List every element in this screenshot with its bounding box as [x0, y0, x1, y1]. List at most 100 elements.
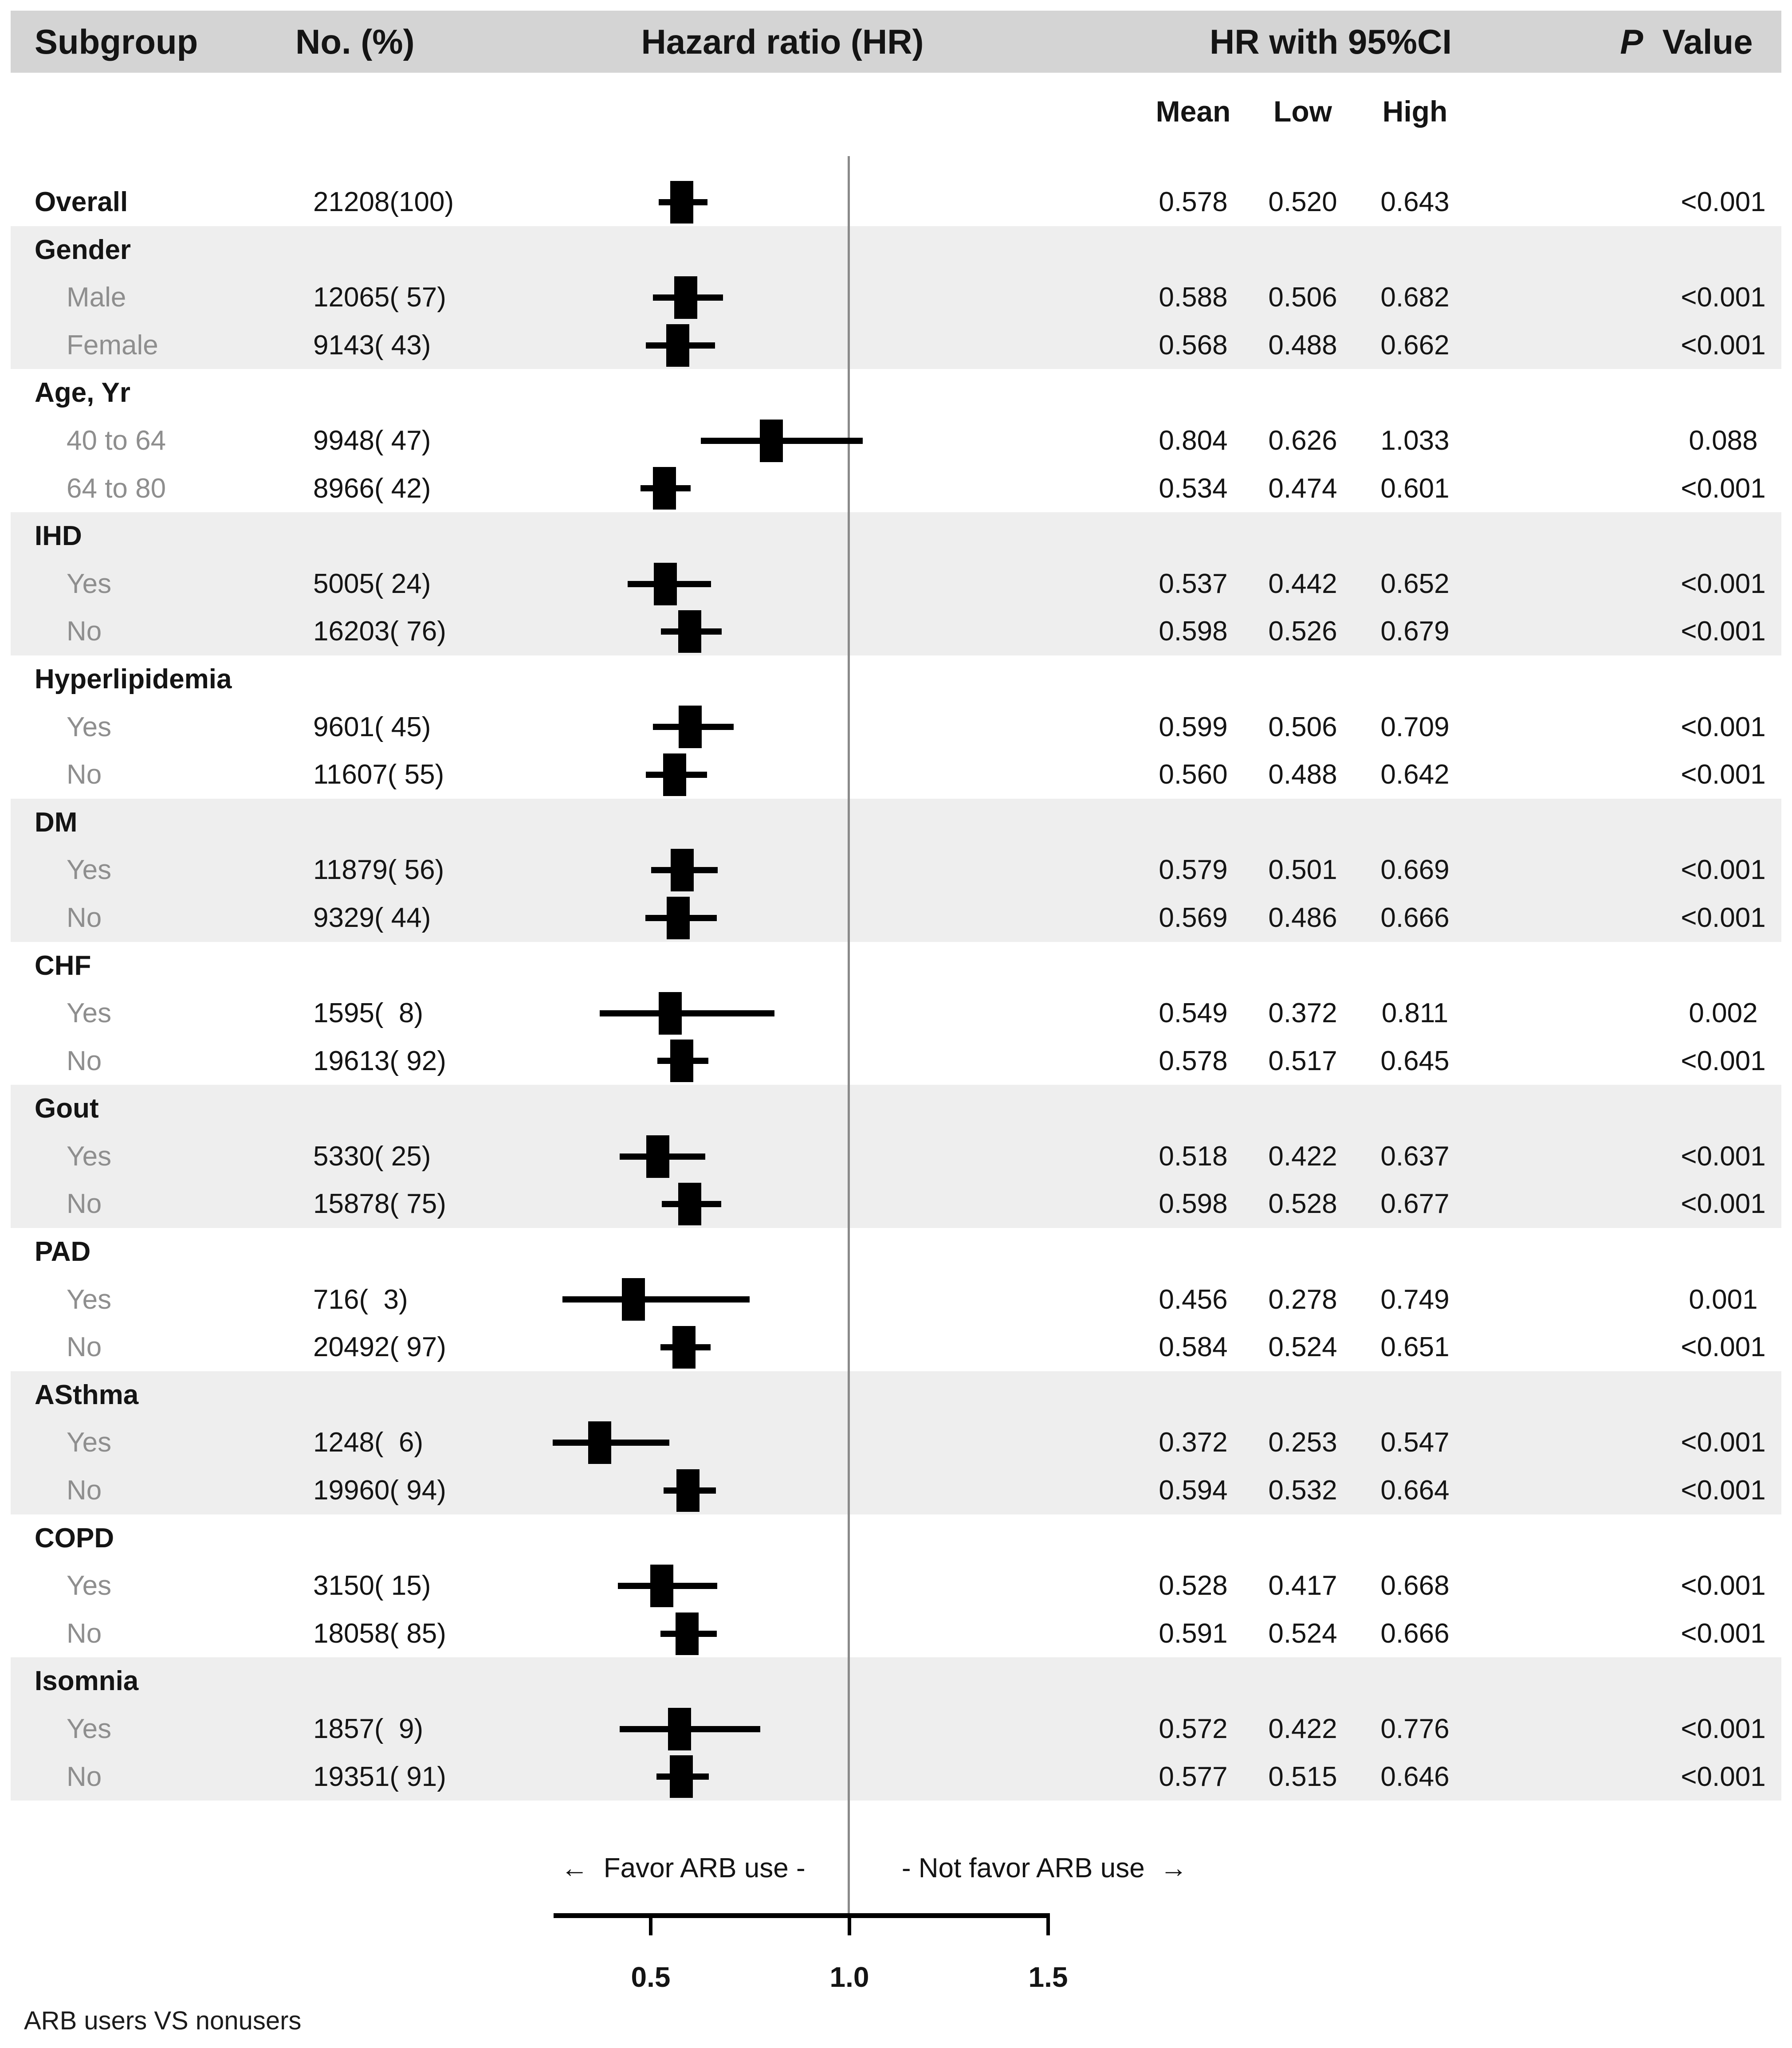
row-n-pct: 9948( 47)	[313, 425, 431, 456]
row-ci-low: 0.626	[1268, 425, 1337, 456]
row-ci-low: 0.501	[1268, 855, 1337, 886]
axis-tick-1-5	[1046, 1913, 1050, 1935]
row-label: Yes	[67, 1284, 112, 1315]
col-header-n-pct: No. (%)	[295, 22, 415, 61]
forest-row: No 19613( 92) 0.578 0.517 0.645 <0.001	[11, 1037, 1781, 1085]
row-hr-mean: 0.584	[1159, 1332, 1228, 1363]
row-hr-mean: 0.579	[1159, 855, 1228, 886]
row-p-value: <0.001	[1681, 711, 1766, 742]
forest-row: Overall 21208(100) 0.578 0.520 0.643 <0.001	[11, 178, 1781, 226]
hr-marker	[670, 1040, 693, 1083]
row-n-pct: 19613( 92)	[313, 1045, 446, 1076]
row-p-value: <0.001	[1681, 1332, 1766, 1363]
hr-marker	[646, 1135, 670, 1178]
row-ci-high: 0.643	[1380, 187, 1450, 217]
section-copd: COPD Yes 3150( 15) 0.528 0.417 0.668 <0.001 No 1…	[11, 1514, 1781, 1658]
section-header-row: PAD	[11, 1228, 1781, 1276]
section-label: CHF	[35, 950, 91, 981]
axis-tick-label-0-5: 0.5	[631, 1961, 671, 1993]
row-hr-mean: 0.588	[1159, 282, 1228, 313]
row-p-value: 0.001	[1689, 1284, 1758, 1315]
section-header-row: COPD	[11, 1514, 1781, 1562]
row-hr-mean: 0.534	[1159, 473, 1228, 504]
row-p-value: <0.001	[1681, 1761, 1766, 1792]
forest-row: Yes 3150( 15) 0.528 0.417 0.668 <0.001	[11, 1562, 1781, 1610]
row-ci-high: 0.749	[1380, 1284, 1450, 1315]
hr-marker	[668, 1707, 691, 1750]
hr-marker	[760, 419, 783, 462]
hr-marker	[588, 1421, 612, 1464]
col-header-hazard-ratio: Hazard ratio (HR)	[641, 22, 924, 61]
row-hr-mean: 0.577	[1159, 1761, 1228, 1792]
axis-tick-label-1-5: 1.5	[1028, 1961, 1068, 1993]
forest-row: No 16203( 76) 0.598 0.526 0.679 <0.001	[11, 608, 1781, 655]
row-label: 40 to 64	[67, 425, 166, 456]
row-ci-low: 0.486	[1268, 902, 1337, 933]
forest-row: Male 12065( 57) 0.588 0.506 0.682 <0.001	[11, 274, 1781, 322]
forest-row: No 15878( 75) 0.598 0.528 0.677 <0.001	[11, 1180, 1781, 1228]
row-label: No	[67, 1761, 102, 1792]
section-label: Age, Yr	[35, 377, 130, 408]
row-hr-mean: 0.456	[1159, 1284, 1228, 1315]
row-ci-low: 0.488	[1268, 330, 1337, 361]
row-p-value: <0.001	[1681, 902, 1766, 933]
row-n-pct: 716( 3)	[313, 1284, 408, 1315]
section-label: Gender	[35, 234, 131, 265]
row-ci-low: 0.520	[1268, 187, 1337, 217]
x-axis-line	[554, 1913, 1048, 1918]
section-header-row: CHF	[11, 942, 1781, 990]
row-p-value: <0.001	[1681, 616, 1766, 647]
favor-arb-label: ← Favor ARB use -	[561, 1853, 806, 1883]
hr-marker	[658, 992, 682, 1035]
row-ci-high: 0.811	[1381, 998, 1449, 1029]
not-favor-arb-label: - Not favor ARB use →	[901, 1853, 1188, 1883]
row-label: Yes	[67, 1427, 112, 1458]
row-label: Yes	[67, 711, 112, 742]
row-p-value: <0.001	[1681, 568, 1766, 599]
forest-row: 64 to 80 8966( 42) 0.534 0.474 0.601 <0.001	[11, 465, 1781, 513]
row-ci-low: 0.506	[1268, 282, 1337, 313]
row-ci-low: 0.524	[1268, 1618, 1337, 1649]
row-label: No	[67, 902, 102, 933]
row-ci-high: 0.646	[1380, 1761, 1450, 1792]
row-label: Female	[67, 330, 158, 361]
row-ci-high: 0.645	[1380, 1045, 1450, 1076]
forest-row: Yes 5330( 25) 0.518 0.422 0.637 <0.001	[11, 1133, 1781, 1181]
row-label: Yes	[67, 1570, 112, 1601]
row-n-pct: 16203( 76)	[313, 616, 446, 647]
row-hr-mean: 0.578	[1159, 1045, 1228, 1076]
hr-marker	[654, 562, 677, 605]
ci-line	[600, 1010, 774, 1016]
row-n-pct: 9601( 45)	[313, 711, 431, 742]
subheader-mean: Mean	[1155, 95, 1231, 128]
row-p-value: <0.001	[1681, 473, 1766, 504]
row-n-pct: 8966( 42)	[313, 473, 431, 504]
row-n-pct: 5330( 25)	[313, 1141, 431, 1172]
forest-row: No 20492( 97) 0.584 0.524 0.651 <0.001	[11, 1323, 1781, 1371]
row-ci-high: 0.709	[1380, 711, 1450, 742]
row-label: No	[67, 759, 102, 790]
row-ci-high: 0.682	[1380, 282, 1450, 313]
row-n-pct: 19351( 91)	[313, 1761, 446, 1792]
row-n-pct: 12065( 57)	[313, 282, 446, 313]
hr-marker	[670, 849, 694, 892]
row-hr-mean: 0.372	[1159, 1427, 1228, 1458]
subheader-high: High	[1382, 95, 1448, 128]
section-header-row: Gender	[11, 226, 1781, 274]
hr-marker	[674, 276, 697, 319]
row-ci-low: 0.474	[1268, 473, 1337, 504]
row-n-pct: 11607( 55)	[313, 759, 444, 790]
col-header-hr-ci: HR with 95%CI	[1209, 22, 1452, 61]
row-n-pct: 21208(100)	[313, 187, 454, 217]
section-header-row: ASthma	[11, 1371, 1781, 1419]
row-p-value: <0.001	[1681, 187, 1766, 217]
row-ci-low: 0.253	[1268, 1427, 1337, 1458]
row-label: Yes	[67, 998, 112, 1029]
row-ci-low: 0.278	[1268, 1284, 1337, 1315]
row-n-pct: 18058( 85)	[313, 1618, 446, 1649]
forest-row: 40 to 64 9948( 47) 0.804 0.626 1.033 0.088	[11, 417, 1781, 465]
row-hr-mean: 0.569	[1159, 902, 1228, 933]
forest-row: No 19351( 91) 0.577 0.515 0.646 <0.001	[11, 1753, 1781, 1801]
hr-marker	[650, 1565, 674, 1608]
row-ci-low: 0.526	[1268, 616, 1337, 647]
